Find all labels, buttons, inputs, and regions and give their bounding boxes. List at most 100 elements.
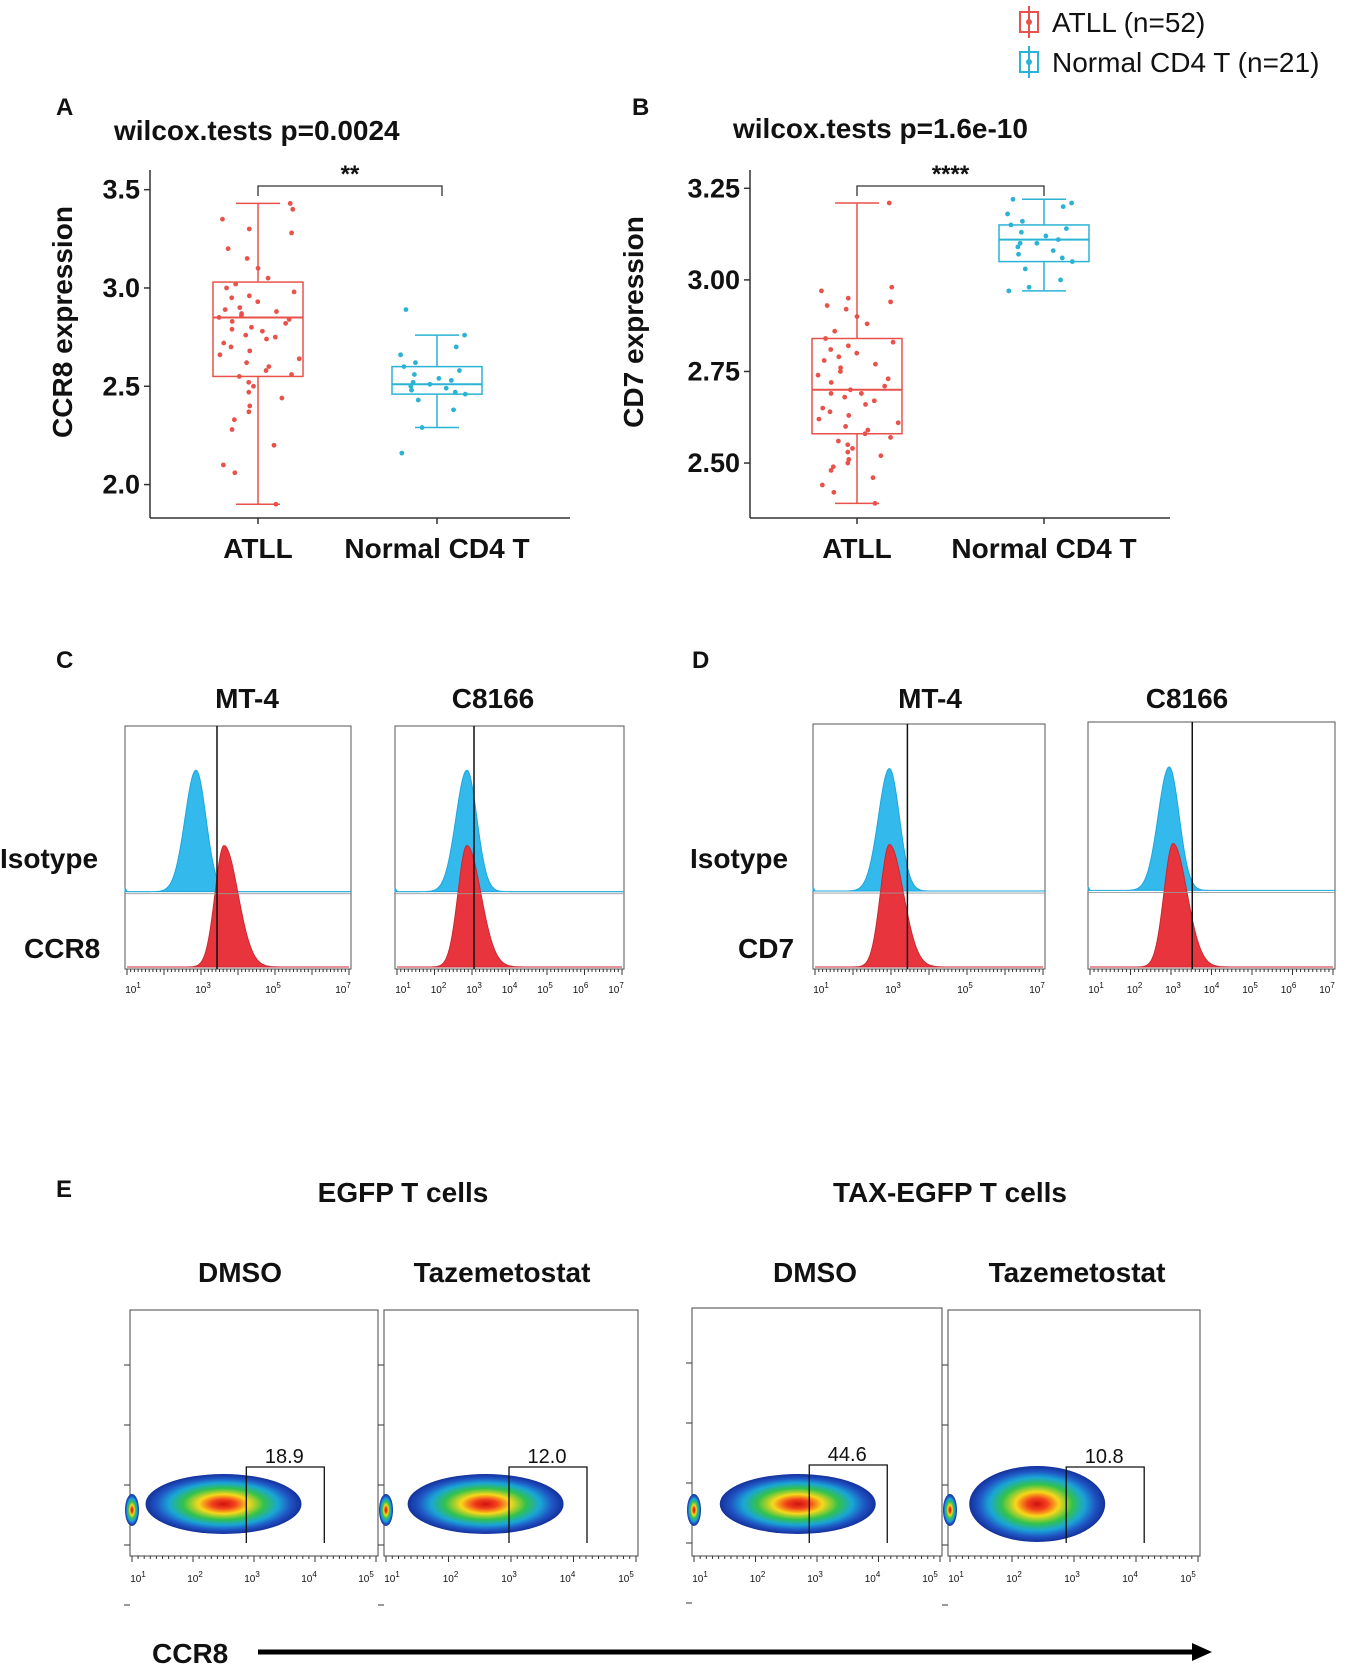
legend-label-normal: Normal CD4 T (n=21): [1052, 47, 1319, 78]
data-point: [845, 460, 851, 466]
gate-box: [1065, 1466, 1145, 1543]
x-tick-label: 101: [384, 1570, 400, 1585]
data-point: [408, 383, 414, 389]
data-point: [453, 344, 459, 350]
data-point: [889, 284, 895, 290]
data-point: [842, 394, 848, 400]
x-tick-label: 104: [560, 1570, 576, 1585]
data-point: [246, 409, 252, 415]
data-point: [1017, 240, 1023, 246]
gate-box: [808, 1464, 888, 1543]
x-tick-label: 103: [195, 981, 211, 996]
x-tick-label: 103: [807, 1570, 823, 1585]
panel-d-row-label-cd7: CD7: [738, 933, 794, 964]
data-point: [1026, 284, 1032, 290]
data-point: [1018, 229, 1024, 235]
data-point: [871, 398, 877, 404]
panel-e-condition-1: DMSO: [198, 1257, 282, 1288]
data-point: [816, 416, 822, 422]
stained-histogram: [397, 844, 622, 968]
data-point: [858, 391, 864, 396]
histogram-frame: [394, 725, 625, 970]
data-point: [886, 200, 892, 206]
x-tick-label: 101: [125, 981, 141, 996]
panel-e-xaxis-label: CCR8: [152, 1638, 228, 1669]
data-point: [232, 470, 238, 476]
x-tick-label: Normal CD4 T: [951, 533, 1136, 564]
panel-a: A wilcox.tests p=0.0024 CCR8 expression …: [47, 94, 570, 564]
x-tick-label: 104: [301, 1570, 317, 1585]
data-point: [845, 343, 851, 349]
data-point: [1059, 255, 1065, 261]
data-point: [249, 324, 254, 330]
panel-c-row-label-isotype: Isotype: [0, 843, 98, 874]
density-edge-cluster: [125, 1494, 139, 1526]
data-point: [863, 402, 868, 407]
x-tick-label: 102: [750, 1570, 766, 1585]
panel-b-plot: 2.50 2.75 3.00 3.25 ATLL Normal CD4 T ****: [687, 161, 1170, 564]
data-point: [399, 450, 405, 456]
data-point: [864, 321, 870, 327]
data-point: [1034, 240, 1040, 246]
x-tick-label: 102: [443, 1570, 459, 1585]
data-point: [217, 352, 223, 358]
data-point: [819, 288, 824, 294]
data-point: [273, 501, 279, 507]
x-tick-label: ATLL: [822, 533, 891, 564]
data-point: [1063, 226, 1069, 232]
data-point: [291, 289, 297, 295]
data-point: [1022, 266, 1028, 272]
data-point: [1020, 218, 1025, 224]
data-point: [850, 446, 855, 451]
x-tick-label: 104: [1204, 981, 1220, 996]
panel-e-group-tax-egfp: TAX-EGFP T cells: [833, 1177, 1067, 1208]
panel-c-title-2: C8166: [452, 683, 535, 714]
stained-histogram: [127, 844, 349, 968]
x-tick-label: 101: [692, 1570, 708, 1585]
x-tick-label: ATLL: [223, 533, 292, 564]
data-point: [1005, 211, 1010, 217]
data-point: [229, 295, 235, 301]
data-point: [255, 299, 261, 305]
gate-percent: 10.8: [1085, 1446, 1124, 1468]
data-point: [1010, 196, 1016, 202]
panel-d-title-2: C8166: [1146, 683, 1229, 714]
panel-c-plots: 101 103 105 107 101 102 103 104 105 106 107: [124, 725, 625, 996]
x-tick-label: 101: [130, 1570, 146, 1585]
panel-letter-a: A: [56, 94, 73, 121]
x-tick-label: 105: [265, 981, 281, 996]
data-point: [247, 403, 253, 409]
panel-a-ylabel: CCR8 expression: [47, 206, 78, 438]
data-point: [287, 201, 293, 206]
box-atll: [212, 281, 304, 378]
data-point: [247, 348, 253, 354]
density-cloud: [407, 1474, 564, 1534]
histogram-frame: [1087, 721, 1336, 970]
histogram-frame: [812, 723, 1046, 970]
data-point: [220, 462, 226, 468]
data-point: [828, 467, 834, 473]
data-point: [870, 475, 876, 481]
x-tick-label: 101: [948, 1570, 964, 1585]
data-point: [403, 307, 409, 312]
data-point: [243, 332, 249, 338]
data-point: [272, 334, 278, 340]
data-point: [413, 360, 418, 366]
x-tick-label: 105: [1180, 1570, 1196, 1585]
x-tick-label: 101: [1088, 981, 1104, 996]
data-point: [821, 358, 827, 363]
data-point: [838, 369, 843, 374]
data-point: [830, 464, 836, 470]
data-point: [289, 230, 294, 236]
x-tick-label: 105: [618, 1570, 634, 1585]
panel-b-ylabel: CD7 expression: [618, 216, 649, 428]
significance-label: ****: [932, 161, 970, 188]
data-point: [224, 285, 229, 291]
panel-b: B wilcox.tests p=1.6e-10 CD7 expression …: [618, 94, 1170, 564]
panel-letter-c: C: [56, 647, 73, 674]
x-tick-label: 103: [1064, 1570, 1080, 1585]
panel-letter-b: B: [632, 94, 649, 121]
data-point: [888, 435, 893, 440]
isotype-histogram: [394, 769, 625, 893]
data-point: [244, 256, 250, 261]
